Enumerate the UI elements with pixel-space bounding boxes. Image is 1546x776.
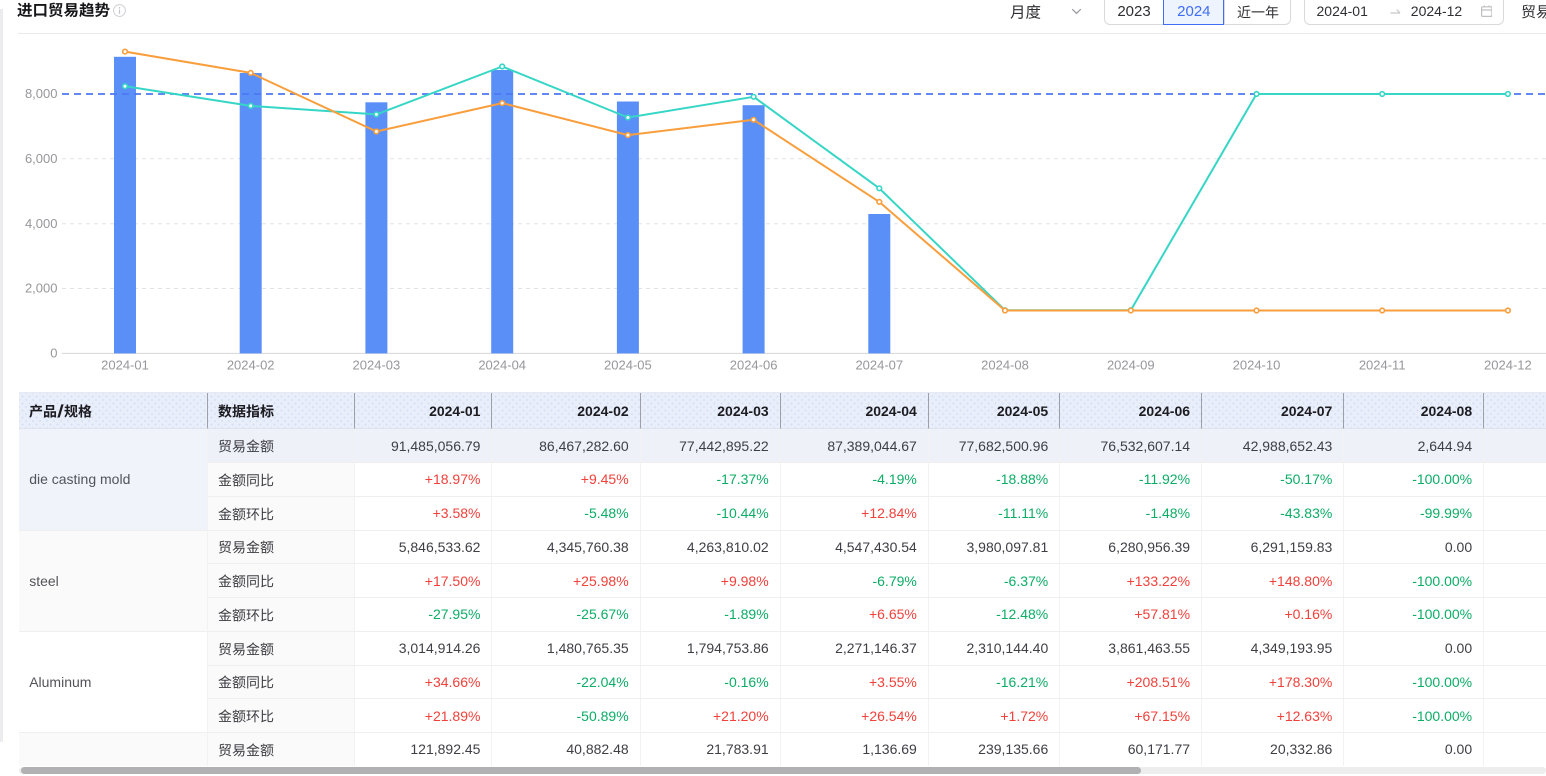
- svg-text:2024-02: 2024-02: [227, 358, 275, 373]
- svg-text:2024-10: 2024-10: [1233, 358, 1281, 373]
- svg-text:2024-05: 2024-05: [604, 358, 652, 373]
- svg-text:8,000: 8,000: [25, 86, 58, 101]
- svg-text:2,000: 2,000: [25, 281, 58, 296]
- svg-text:2024-03: 2024-03: [353, 358, 401, 373]
- svg-text:2024-11: 2024-11: [1359, 358, 1406, 373]
- svg-text:2024-06: 2024-06: [730, 358, 778, 373]
- svg-text:2024-09: 2024-09: [1107, 358, 1155, 373]
- svg-text:2024-07: 2024-07: [855, 358, 903, 373]
- svg-text:2024-04: 2024-04: [478, 358, 526, 373]
- svg-text:6,000: 6,000: [25, 151, 58, 166]
- svg-text:0: 0: [50, 346, 57, 361]
- svg-text:2024-12: 2024-12: [1484, 358, 1532, 373]
- svg-text:2024-08: 2024-08: [981, 358, 1029, 373]
- svg-text:2024-01: 2024-01: [101, 358, 149, 373]
- svg-text:4,000: 4,000: [25, 216, 58, 231]
